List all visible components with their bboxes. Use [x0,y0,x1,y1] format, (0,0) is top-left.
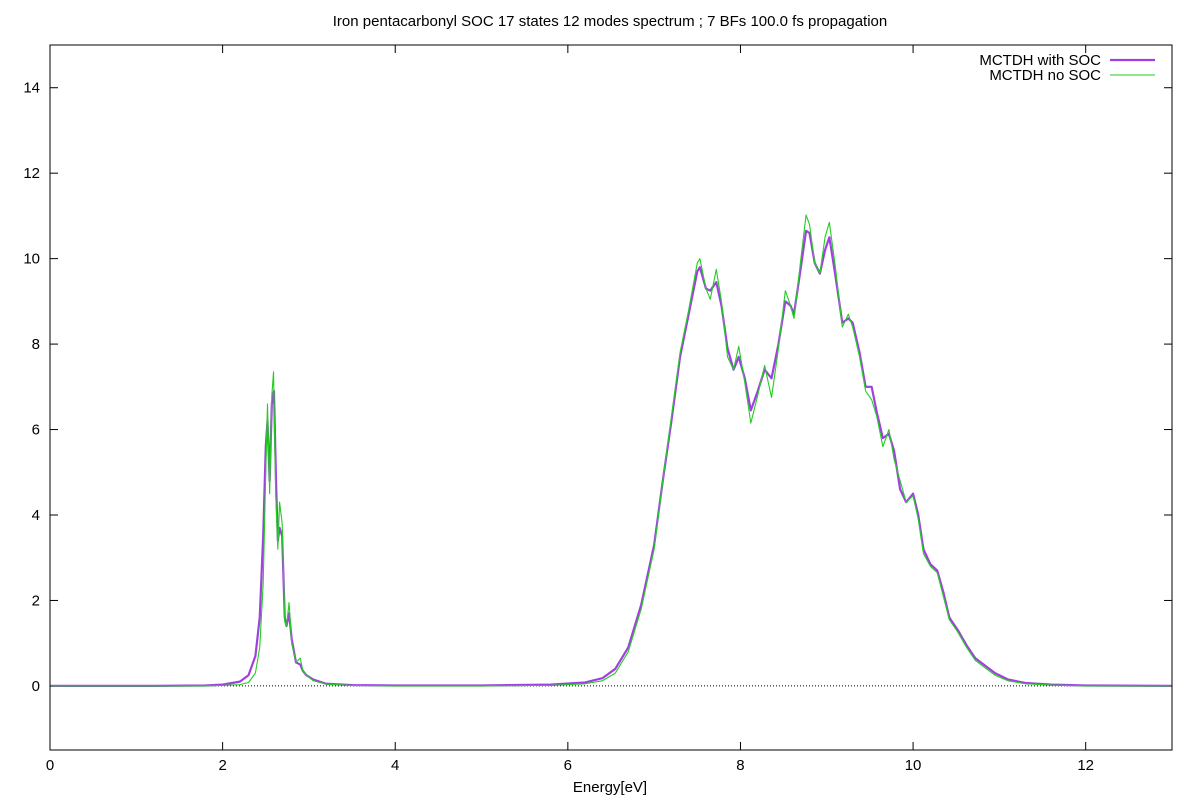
x-tick-label: 12 [1077,757,1094,774]
x-tick-label: 2 [218,757,226,774]
y-tick-label: 10 [23,251,40,268]
axes: 0 2 4 6 8 10 12 0 2 4 6 8 10 12 14 [23,45,1172,774]
legend-label: MCTDH with SOC [979,52,1101,69]
x-tick-label: 8 [736,757,744,774]
legend-label: MCTDH no SOC [989,67,1101,84]
y-tick-label: 14 [23,80,40,97]
y-tick-label: 4 [32,507,40,524]
y-tick-label: 0 [32,678,40,695]
chart-title: Iron pentacarbonyl SOC 17 states 12 mode… [333,13,887,30]
y-tick-label: 2 [32,592,40,609]
series-group [50,214,1173,688]
series-line-with-soc [50,229,1173,688]
y-tick-label: 6 [32,422,40,439]
y-tick-label: 8 [32,336,40,353]
series-line-no-soc [50,214,1172,687]
x-tick-label: 4 [391,757,399,774]
plot-frame [49,44,1173,751]
x-axis-label: Energy[eV] [573,779,647,796]
x-tick-label: 10 [905,757,922,774]
x-tick-label: 6 [564,757,572,774]
y-tick-label: 12 [23,165,40,182]
x-tick-label: 0 [46,757,54,774]
